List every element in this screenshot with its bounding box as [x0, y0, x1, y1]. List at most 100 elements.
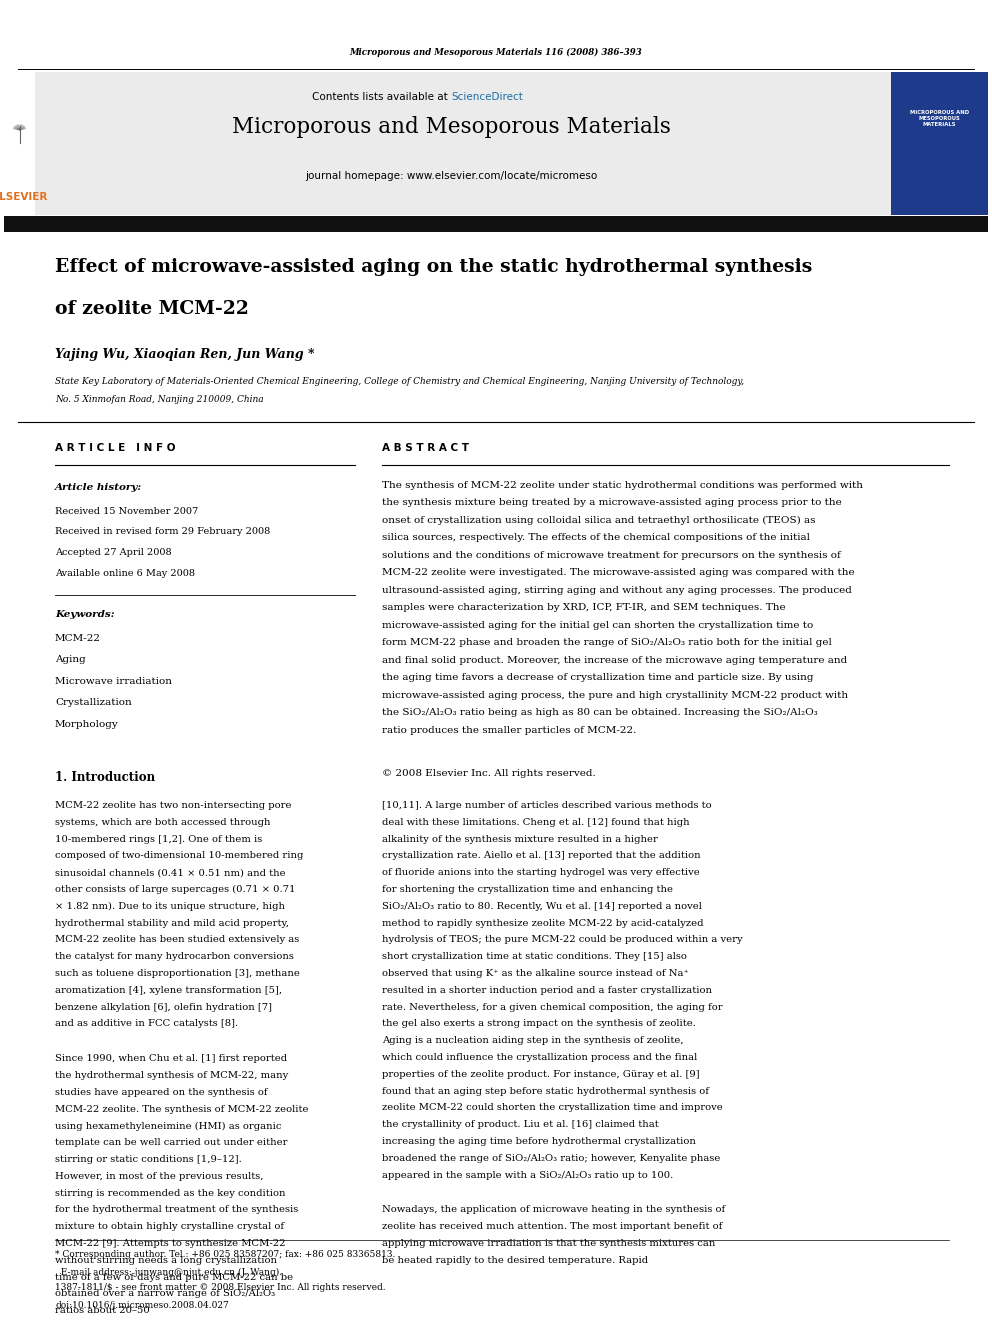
Text: A R T I C L E   I N F O: A R T I C L E I N F O — [55, 443, 176, 452]
Text: stirring is recommended as the key condition: stirring is recommended as the key condi… — [55, 1188, 286, 1197]
Text: 10-membered rings [1,2]. One of them is: 10-membered rings [1,2]. One of them is — [55, 835, 262, 844]
Text: systems, which are both accessed through: systems, which are both accessed through — [55, 818, 271, 827]
Text: The synthesis of MCM-22 zeolite under static hydrothermal conditions was perform: The synthesis of MCM-22 zeolite under st… — [382, 482, 863, 490]
Text: found that an aging step before static hydrothermal synthesis of: found that an aging step before static h… — [382, 1086, 709, 1095]
Text: However, in most of the previous results,: However, in most of the previous results… — [55, 1172, 264, 1181]
Text: and as additive in FCC catalysts [8].: and as additive in FCC catalysts [8]. — [55, 1020, 238, 1028]
Text: ELSEVIER: ELSEVIER — [0, 192, 48, 202]
Text: of fluoride anions into the starting hydrogel was very effective: of fluoride anions into the starting hyd… — [382, 868, 699, 877]
Text: and final solid product. Moreover, the increase of the microwave aging temperatu: and final solid product. Moreover, the i… — [382, 656, 847, 665]
Text: Yajing Wu, Xiaoqian Ren, Jun Wang *: Yajing Wu, Xiaoqian Ren, Jun Wang * — [55, 348, 314, 361]
Text: sinusoidal channels (0.41 × 0.51 nm) and the: sinusoidal channels (0.41 × 0.51 nm) and… — [55, 868, 286, 877]
Text: the crystallinity of product. Liu et al. [16] claimed that: the crystallinity of product. Liu et al.… — [382, 1121, 659, 1130]
Text: Microporous and Mesoporous Materials: Microporous and Mesoporous Materials — [231, 116, 671, 138]
Text: journal homepage: www.elsevier.com/locate/micromeso: journal homepage: www.elsevier.com/locat… — [305, 171, 597, 181]
Text: obtained over a narrow range of SiO₂/Al₂O₃: obtained over a narrow range of SiO₂/Al₂… — [55, 1290, 275, 1298]
Text: MCM-22 zeolite has been studied extensively as: MCM-22 zeolite has been studied extensiv… — [55, 935, 300, 945]
Text: applying microwave irradiation is that the synthesis mixtures can: applying microwave irradiation is that t… — [382, 1240, 715, 1248]
Text: the aging time favors a decrease of crystallization time and particle size. By u: the aging time favors a decrease of crys… — [382, 673, 813, 683]
Text: MCM-22: MCM-22 — [55, 634, 101, 643]
Text: broadened the range of SiO₂/Al₂O₃ ratio; however, Kenyalite phase: broadened the range of SiO₂/Al₂O₃ ratio;… — [382, 1154, 720, 1163]
Text: benzene alkylation [6], olefin hydration [7]: benzene alkylation [6], olefin hydration… — [55, 1003, 272, 1012]
Text: observed that using K⁺ as the alkaline source instead of Na⁺: observed that using K⁺ as the alkaline s… — [382, 968, 688, 978]
Text: 1387-1811/$ - see front matter © 2008 Elsevier Inc. All rights reserved.: 1387-1811/$ - see front matter © 2008 El… — [55, 1283, 386, 1293]
Text: method to rapidly synthesize zeolite MCM-22 by acid-catalyzed: method to rapidly synthesize zeolite MCM… — [382, 918, 703, 927]
Text: the synthesis mixture being treated by a microwave-assisted aging process prior : the synthesis mixture being treated by a… — [382, 499, 842, 508]
Text: Effect of microwave-assisted aging on the static hydrothermal synthesis: Effect of microwave-assisted aging on th… — [55, 258, 812, 277]
Text: No. 5 Xinmofan Road, Nanjing 210009, China: No. 5 Xinmofan Road, Nanjing 210009, Chi… — [55, 396, 264, 404]
Text: ratios about 20–50: ratios about 20–50 — [55, 1306, 150, 1315]
Text: zeolite MCM-22 could shorten the crystallization time and improve: zeolite MCM-22 could shorten the crystal… — [382, 1103, 723, 1113]
Text: Microporous and Mesoporous Materials 116 (2008) 386–393: Microporous and Mesoporous Materials 116… — [349, 48, 643, 57]
Text: crystallization rate. Aiello et al. [13] reported that the addition: crystallization rate. Aiello et al. [13]… — [382, 852, 700, 860]
Text: Aging is a nucleation aiding step in the synthesis of zeolite,: Aging is a nucleation aiding step in the… — [382, 1036, 683, 1045]
Text: Article history:: Article history: — [55, 483, 142, 492]
Text: studies have appeared on the synthesis of: studies have appeared on the synthesis o… — [55, 1088, 268, 1097]
Text: time of a few of days and pure MCM-22 can be: time of a few of days and pure MCM-22 ca… — [55, 1273, 293, 1282]
Text: Crystallization: Crystallization — [55, 699, 132, 708]
Text: Nowadays, the application of microwave heating in the synthesis of: Nowadays, the application of microwave h… — [382, 1205, 725, 1215]
Text: template can be well carried out under either: template can be well carried out under e… — [55, 1138, 288, 1147]
Text: without stirring needs a long crystallization: without stirring needs a long crystalliz… — [55, 1256, 277, 1265]
Text: silica sources, respectively. The effects of the chemical compositions of the in: silica sources, respectively. The effect… — [382, 533, 810, 542]
Text: other consists of large supercages (0.71 × 0.71: other consists of large supercages (0.71… — [55, 885, 296, 894]
Text: Received in revised form 29 February 2008: Received in revised form 29 February 200… — [55, 528, 270, 537]
Text: Contents lists available at: Contents lists available at — [312, 93, 451, 102]
Text: onset of crystallization using colloidal silica and tetraethyl orthosilicate (TE: onset of crystallization using colloidal… — [382, 516, 815, 525]
Text: doi:10.1016/j.micromeso.2008.04.027: doi:10.1016/j.micromeso.2008.04.027 — [55, 1301, 229, 1310]
Text: the SiO₂/Al₂O₃ ratio being as high as 80 can be obtained. Increasing the SiO₂/Al: the SiO₂/Al₂O₃ ratio being as high as 80… — [382, 709, 817, 717]
Text: MICROPOROUS AND
MESOPOROUS
MATERIALS: MICROPOROUS AND MESOPOROUS MATERIALS — [910, 110, 969, 127]
Text: be heated rapidly to the desired temperature. Rapid: be heated rapidly to the desired tempera… — [382, 1256, 648, 1265]
Bar — [4, 71, 35, 216]
Text: ScienceDirect: ScienceDirect — [451, 93, 523, 102]
Text: Available online 6 May 2008: Available online 6 May 2008 — [55, 569, 195, 578]
Text: short crystallization time at static conditions. They [15] also: short crystallization time at static con… — [382, 953, 686, 962]
Text: alkalinity of the synthesis mixture resulted in a higher: alkalinity of the synthesis mixture resu… — [382, 835, 658, 844]
Text: the catalyst for many hydrocarbon conversions: the catalyst for many hydrocarbon conver… — [55, 953, 294, 962]
Text: Keywords:: Keywords: — [55, 610, 115, 619]
Text: hydrolysis of TEOS; the pure MCM-22 could be produced within a very: hydrolysis of TEOS; the pure MCM-22 coul… — [382, 935, 743, 945]
Text: Morphology: Morphology — [55, 720, 119, 729]
Text: zeolite has received much attention. The most important benefit of: zeolite has received much attention. The… — [382, 1222, 722, 1232]
Text: deal with these limitations. Cheng et al. [12] found that high: deal with these limitations. Cheng et al… — [382, 818, 689, 827]
Text: × 1.82 nm). Due to its unique structure, high: × 1.82 nm). Due to its unique structure,… — [55, 902, 285, 912]
Text: samples were characterization by XRD, ICP, FT-IR, and SEM techniques. The: samples were characterization by XRD, IC… — [382, 603, 786, 613]
Bar — [35, 71, 988, 216]
Text: composed of two-dimensional 10-membered ring: composed of two-dimensional 10-membered … — [55, 852, 304, 860]
Text: microwave-assisted aging for the initial gel can shorten the crystallization tim: microwave-assisted aging for the initial… — [382, 620, 813, 630]
Text: aromatization [4], xylene transformation [5],: aromatization [4], xylene transformation… — [55, 986, 282, 995]
Text: mixture to obtain highly crystalline crystal of: mixture to obtain highly crystalline cry… — [55, 1222, 284, 1232]
Text: for shortening the crystallization time and enhancing the: for shortening the crystallization time … — [382, 885, 673, 894]
Text: Aging: Aging — [55, 655, 85, 664]
Text: MCM-22 zeolite has two non-intersecting pore: MCM-22 zeolite has two non-intersecting … — [55, 800, 292, 810]
Text: E-mail address: junwang@njut.edu.cn (J. Wang).: E-mail address: junwang@njut.edu.cn (J. … — [55, 1267, 282, 1277]
Text: for the hydrothermal treatment of the synthesis: for the hydrothermal treatment of the sy… — [55, 1205, 299, 1215]
Text: MCM-22 zeolite. The synthesis of MCM-22 zeolite: MCM-22 zeolite. The synthesis of MCM-22 … — [55, 1105, 309, 1114]
Text: the hydrothermal synthesis of MCM-22, many: the hydrothermal synthesis of MCM-22, ma… — [55, 1072, 289, 1080]
Text: of zeolite MCM-22: of zeolite MCM-22 — [55, 300, 249, 318]
Text: form MCM-22 phase and broaden the range of SiO₂/Al₂O₃ ratio both for the initial: form MCM-22 phase and broaden the range … — [382, 639, 832, 647]
Text: microwave-assisted aging process, the pure and high crystallinity MCM-22 product: microwave-assisted aging process, the pu… — [382, 691, 848, 700]
Text: 1. Introduction: 1. Introduction — [55, 771, 155, 785]
Text: MCM-22 zeolite were investigated. The microwave-assisted aging was compared with: MCM-22 zeolite were investigated. The mi… — [382, 569, 855, 578]
Text: hydrothermal stability and mild acid property,: hydrothermal stability and mild acid pro… — [55, 918, 289, 927]
Text: such as toluene disproportionation [3], methane: such as toluene disproportionation [3], … — [55, 968, 300, 978]
Text: stirring or static conditions [1,9–12].: stirring or static conditions [1,9–12]. — [55, 1155, 242, 1164]
Text: © 2008 Elsevier Inc. All rights reserved.: © 2008 Elsevier Inc. All rights reserved… — [382, 769, 596, 778]
Text: resulted in a shorter induction period and a faster crystallization: resulted in a shorter induction period a… — [382, 986, 712, 995]
Text: which could influence the crystallization process and the final: which could influence the crystallizatio… — [382, 1053, 697, 1062]
Text: ultrasound-assisted aging, stirring aging and without any aging processes. The p: ultrasound-assisted aging, stirring agin… — [382, 586, 852, 595]
Bar — [891, 71, 988, 216]
Text: * Corresponding author. Tel.: +86 025 83587207; fax: +86 025 83365813.: * Corresponding author. Tel.: +86 025 83… — [55, 1250, 396, 1259]
Text: appeared in the sample with a SiO₂/Al₂O₃ ratio up to 100.: appeared in the sample with a SiO₂/Al₂O₃… — [382, 1171, 674, 1180]
Text: rate. Nevertheless, for a given chemical composition, the aging for: rate. Nevertheless, for a given chemical… — [382, 1003, 722, 1012]
Text: properties of the zeolite product. For instance, Güray et al. [9]: properties of the zeolite product. For i… — [382, 1070, 699, 1078]
Text: ratio produces the smaller particles of MCM-22.: ratio produces the smaller particles of … — [382, 726, 637, 736]
Text: [10,11]. A large number of articles described various methods to: [10,11]. A large number of articles desc… — [382, 800, 711, 810]
Text: A B S T R A C T: A B S T R A C T — [382, 443, 469, 452]
Text: SiO₂/Al₂O₃ ratio to 80. Recently, Wu et al. [14] reported a novel: SiO₂/Al₂O₃ ratio to 80. Recently, Wu et … — [382, 902, 702, 910]
Text: Received 15 November 2007: Received 15 November 2007 — [55, 507, 198, 516]
Text: Microwave irradiation: Microwave irradiation — [55, 677, 172, 687]
Text: Accepted 27 April 2008: Accepted 27 April 2008 — [55, 548, 172, 557]
Text: increasing the aging time before hydrothermal crystallization: increasing the aging time before hydroth… — [382, 1136, 695, 1146]
